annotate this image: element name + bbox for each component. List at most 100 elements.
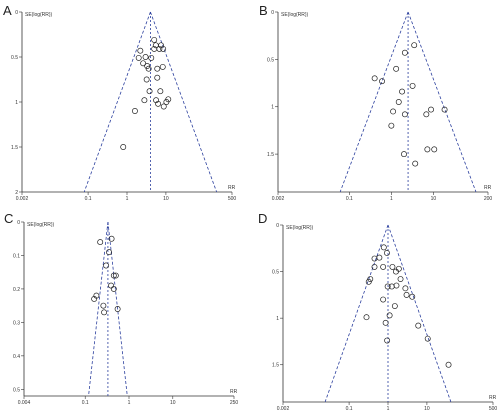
x-axis-title: RR <box>230 389 238 395</box>
panel-letter: B <box>259 3 268 18</box>
study-point <box>160 103 167 110</box>
y-axis-title: SE(log(RR)) <box>281 12 309 18</box>
x-axis-title: RR <box>489 395 497 401</box>
funnel-right-limit <box>150 11 218 193</box>
funnel-left-limit <box>339 11 409 193</box>
study-point <box>393 65 400 72</box>
x-tick-label: 1 <box>390 196 393 202</box>
y-tick-label: 0.5 <box>272 270 279 276</box>
study-point <box>401 49 408 56</box>
study-point <box>157 88 164 95</box>
x-tick-label: 0.002 <box>16 196 29 202</box>
study-point <box>91 296 98 302</box>
study-point <box>412 160 419 167</box>
study-point <box>146 88 153 95</box>
study-point <box>388 122 395 129</box>
y-tick-label: 0 <box>271 10 274 16</box>
y-tick-label: 0 <box>276 223 279 229</box>
study-point <box>145 65 152 72</box>
y-tick-label: 1 <box>271 105 274 111</box>
y-tick-label: 0.2 <box>13 287 20 293</box>
x-tick-label: 0.1 <box>82 400 89 406</box>
y-tick-label: 0 <box>17 220 20 226</box>
study-point <box>363 314 370 321</box>
x-tick-label: 0.1 <box>346 196 353 202</box>
x-tick-label: 250 <box>230 400 239 406</box>
study-point <box>141 97 148 104</box>
x-tick-label: 0.1 <box>346 406 353 412</box>
panel-letter: C <box>4 211 13 226</box>
study-point <box>395 265 402 272</box>
study-point <box>409 82 416 89</box>
panel-a: A 0 0.5 1 1.5 20.002 0.1 1 10 500 SE(log(RR)) RR <box>3 3 236 202</box>
x-tick-label: 10 <box>170 400 176 406</box>
study-point <box>97 239 104 246</box>
study-point <box>445 361 452 368</box>
study-point <box>415 322 422 329</box>
study-point <box>140 60 147 67</box>
x-tick-label: 0.002 <box>272 196 285 202</box>
study-point <box>120 144 127 150</box>
study-point <box>384 249 390 256</box>
y-tick-label: 1 <box>276 316 279 322</box>
study-point <box>424 146 431 153</box>
x-tick-label: 200 <box>484 196 493 202</box>
study-point <box>131 108 138 114</box>
x-axis-title: RR <box>228 185 236 191</box>
x-tick-label: 10 <box>424 406 430 412</box>
x-tick-label: 1 <box>128 400 131 406</box>
study-point <box>397 276 404 282</box>
study-point <box>393 282 400 289</box>
y-tick-label: 0.3 <box>13 320 20 326</box>
panel-d: D 0 0.5 1 1.5 0.002 0.1 1 10 500 SE(log(RR)) RR <box>258 211 497 412</box>
study-point <box>379 78 385 85</box>
study-point <box>384 337 391 344</box>
panel-c: C 0 0.1 0.2 0.3 0.4 0.5 0.004 0.1 1 10 250 SE(log(RR… <box>4 211 238 406</box>
y-tick-label: 1.5 <box>272 363 279 369</box>
study-point <box>431 146 438 153</box>
study-point <box>153 97 160 104</box>
x-tick-label: 500 <box>228 196 237 202</box>
study-point <box>148 54 155 61</box>
study-point <box>390 108 397 115</box>
study-point <box>380 263 387 270</box>
x-tick-label: 1 <box>126 196 129 202</box>
y-axis-title: SE(log(RR)) <box>25 12 53 18</box>
y-tick-label: 1.5 <box>11 145 18 151</box>
study-point <box>402 285 409 292</box>
study-point <box>401 111 408 118</box>
study-point <box>365 278 372 285</box>
study-point <box>409 293 416 300</box>
y-tick-label: 0.5 <box>11 55 18 61</box>
study-point <box>388 283 395 290</box>
y-tick-label: 1.5 <box>267 152 274 158</box>
study-point <box>110 285 117 292</box>
study-point <box>151 36 158 43</box>
x-tick-label: 10 <box>431 196 437 202</box>
y-axis-title: SE(log(RR)) <box>27 222 55 228</box>
study-point <box>371 263 378 270</box>
study-point <box>401 151 407 158</box>
study-point <box>112 272 119 279</box>
study-point <box>428 106 434 113</box>
x-tick-label: 10 <box>163 196 169 202</box>
study-point <box>392 268 399 275</box>
study-point <box>154 74 161 81</box>
y-tick-label: 2 <box>15 190 18 196</box>
study-point <box>156 45 163 52</box>
study-point <box>386 312 393 319</box>
study-point <box>395 99 402 105</box>
study-point <box>403 291 410 298</box>
study-point <box>380 244 387 251</box>
x-tick-label: 0.004 <box>18 400 31 406</box>
panel-b: B 0 0.5 1 1.5 0.002 0.1 1 10 200 SE(log(RR)) RR <box>259 3 492 202</box>
study-point <box>103 262 110 269</box>
study-point <box>114 306 121 312</box>
study-point <box>384 283 391 290</box>
study-point <box>423 111 430 118</box>
study-point <box>155 100 162 107</box>
study-point <box>163 99 170 105</box>
y-tick-label: 0 <box>15 10 18 16</box>
x-tick-label: 500 <box>489 406 498 412</box>
